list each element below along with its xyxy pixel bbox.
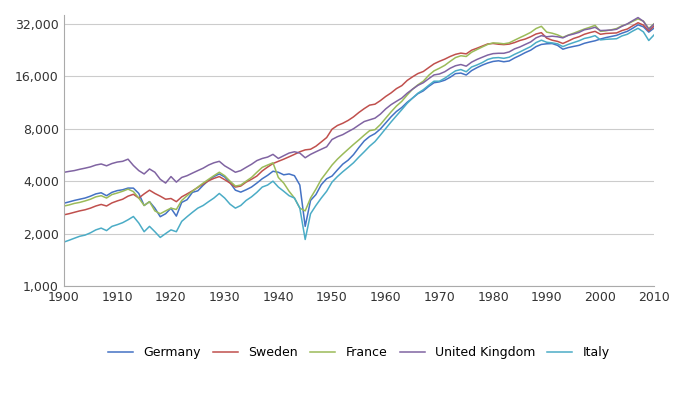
Italy bbox=[650, 33, 658, 37]
France bbox=[338, 152, 347, 157]
Line: United Kingdom: United Kingdom bbox=[64, 18, 654, 183]
United Kingdom bbox=[650, 22, 658, 26]
Germany bbox=[210, 174, 218, 179]
Italy bbox=[60, 240, 68, 245]
Sweden bbox=[210, 176, 218, 181]
United Kingdom bbox=[60, 170, 68, 175]
France bbox=[634, 16, 642, 21]
France bbox=[60, 204, 68, 208]
Italy bbox=[634, 26, 642, 31]
France bbox=[156, 211, 164, 216]
United Kingdom bbox=[162, 181, 170, 186]
Germany bbox=[338, 162, 347, 166]
United Kingdom bbox=[199, 166, 208, 171]
Germany bbox=[194, 188, 202, 193]
Sweden bbox=[60, 212, 68, 217]
Germany bbox=[408, 96, 416, 101]
Germany bbox=[634, 22, 642, 27]
Italy bbox=[629, 28, 637, 33]
France bbox=[285, 189, 293, 194]
Sweden bbox=[650, 24, 658, 28]
Italy bbox=[279, 189, 288, 194]
Italy bbox=[194, 206, 202, 210]
Line: Germany: Germany bbox=[64, 25, 654, 226]
France bbox=[639, 19, 647, 24]
Germany bbox=[60, 201, 68, 206]
United Kingdom bbox=[639, 19, 647, 24]
Line: France: France bbox=[64, 19, 654, 214]
Sweden bbox=[629, 23, 637, 28]
France bbox=[408, 87, 416, 92]
Sweden bbox=[634, 20, 642, 25]
Legend: Germany, Sweden, France, United Kingdom, Italy: Germany, Sweden, France, United Kingdom,… bbox=[103, 341, 614, 364]
France bbox=[199, 181, 208, 186]
France bbox=[215, 170, 223, 175]
United Kingdom bbox=[408, 87, 416, 92]
Germany bbox=[639, 24, 647, 29]
Sweden bbox=[279, 157, 288, 162]
United Kingdom bbox=[285, 151, 293, 155]
Sweden bbox=[334, 123, 342, 128]
Italy bbox=[403, 101, 411, 106]
Sweden bbox=[194, 185, 202, 190]
United Kingdom bbox=[338, 132, 347, 137]
Sweden bbox=[403, 78, 411, 83]
United Kingdom bbox=[634, 15, 642, 20]
Line: Italy: Italy bbox=[64, 28, 654, 242]
Germany bbox=[301, 224, 310, 229]
France bbox=[650, 21, 658, 26]
Italy bbox=[334, 174, 342, 179]
Germany bbox=[650, 26, 658, 31]
United Kingdom bbox=[215, 159, 223, 164]
Italy bbox=[210, 196, 218, 201]
Germany bbox=[279, 173, 288, 177]
Line: Sweden: Sweden bbox=[64, 23, 654, 215]
